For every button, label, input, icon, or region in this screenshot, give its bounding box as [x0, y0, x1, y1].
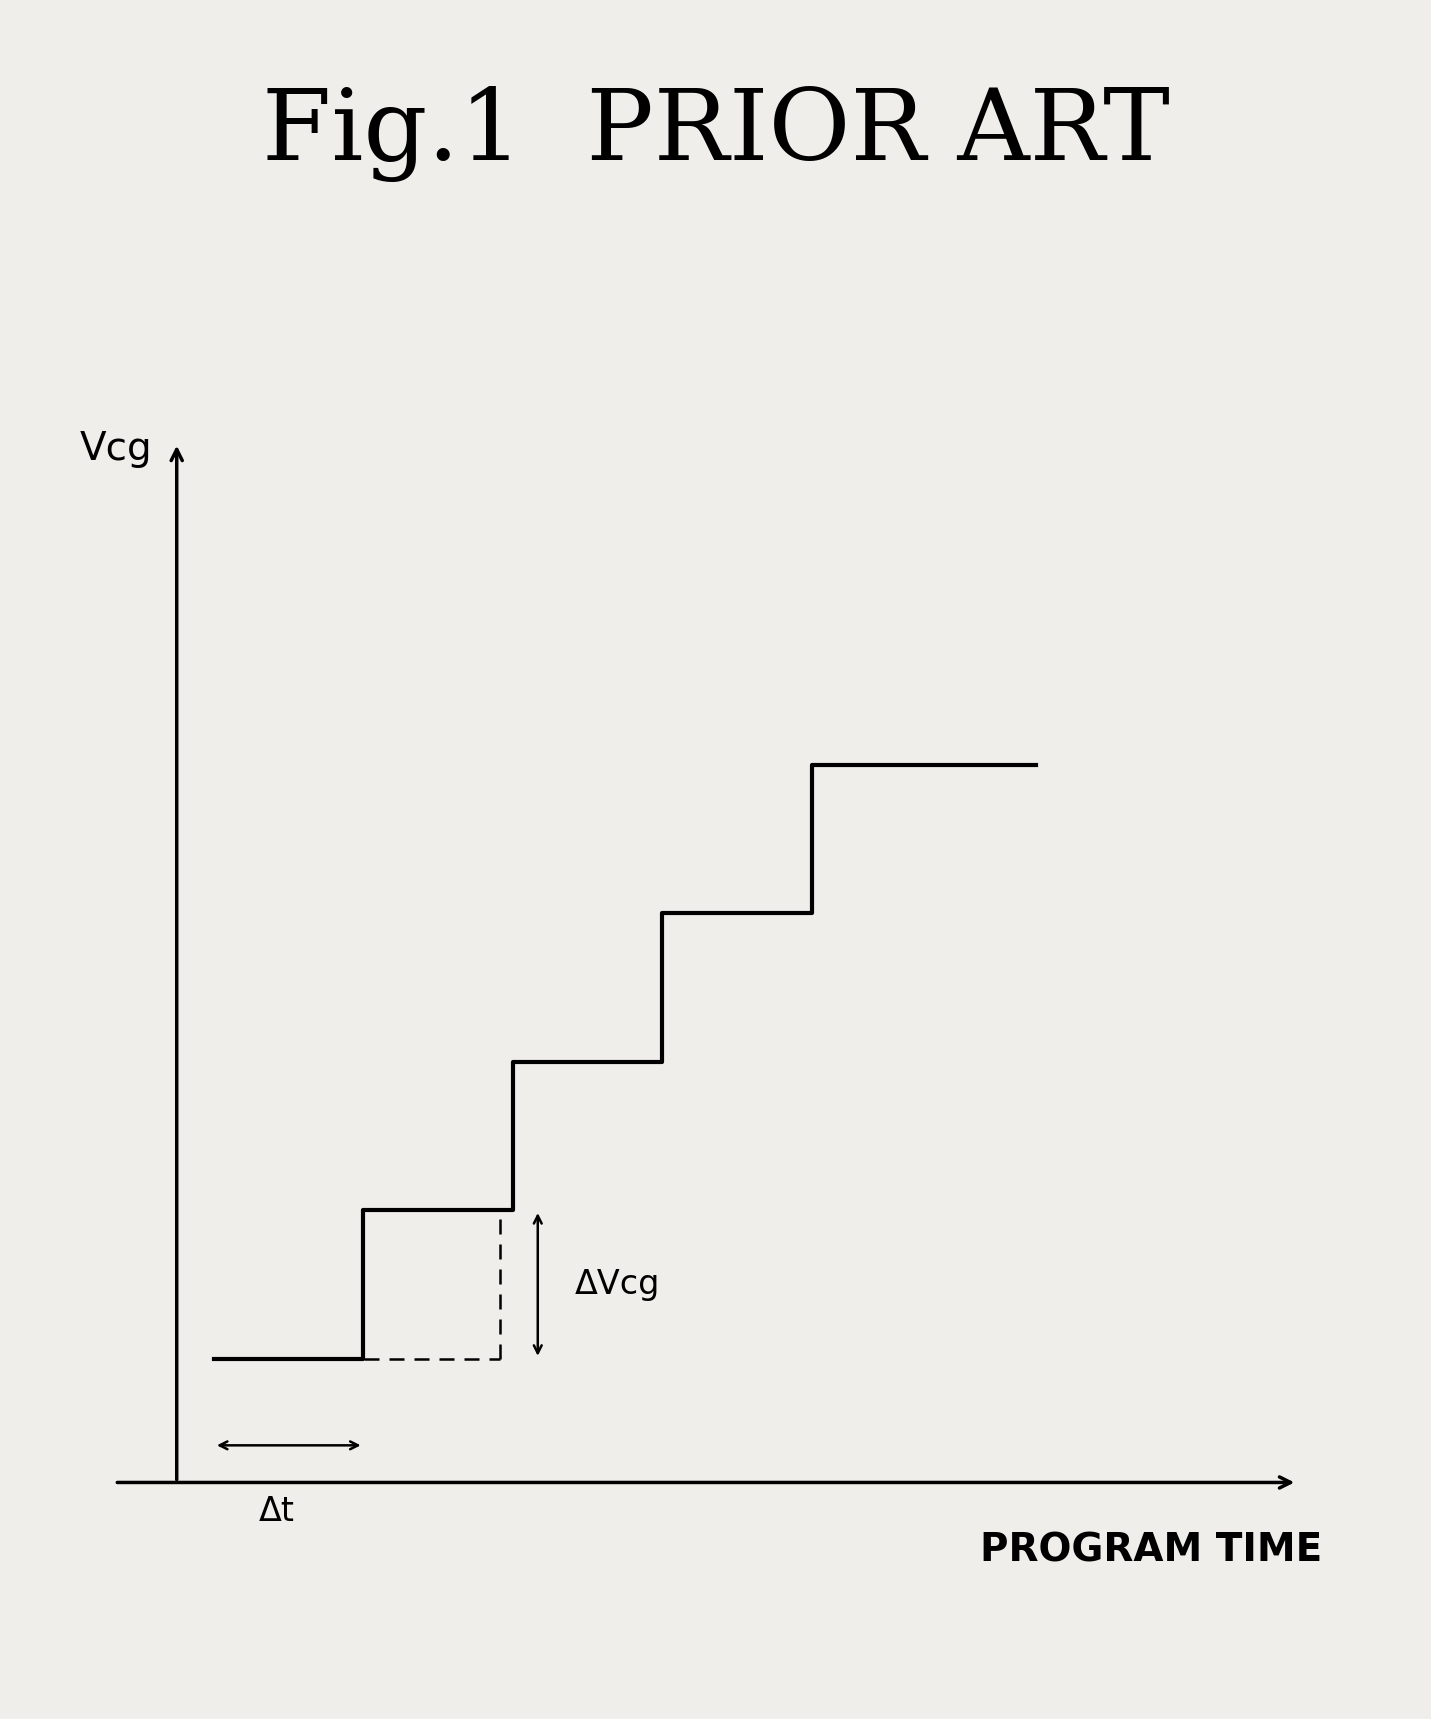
Text: Δt: Δt: [259, 1496, 295, 1528]
Text: Vcg: Vcg: [79, 430, 152, 468]
Text: ΔVcg: ΔVcg: [575, 1269, 661, 1301]
Text: Fig.1  PRIOR ART: Fig.1 PRIOR ART: [262, 86, 1169, 182]
Text: PROGRAM TIME: PROGRAM TIME: [980, 1532, 1322, 1569]
